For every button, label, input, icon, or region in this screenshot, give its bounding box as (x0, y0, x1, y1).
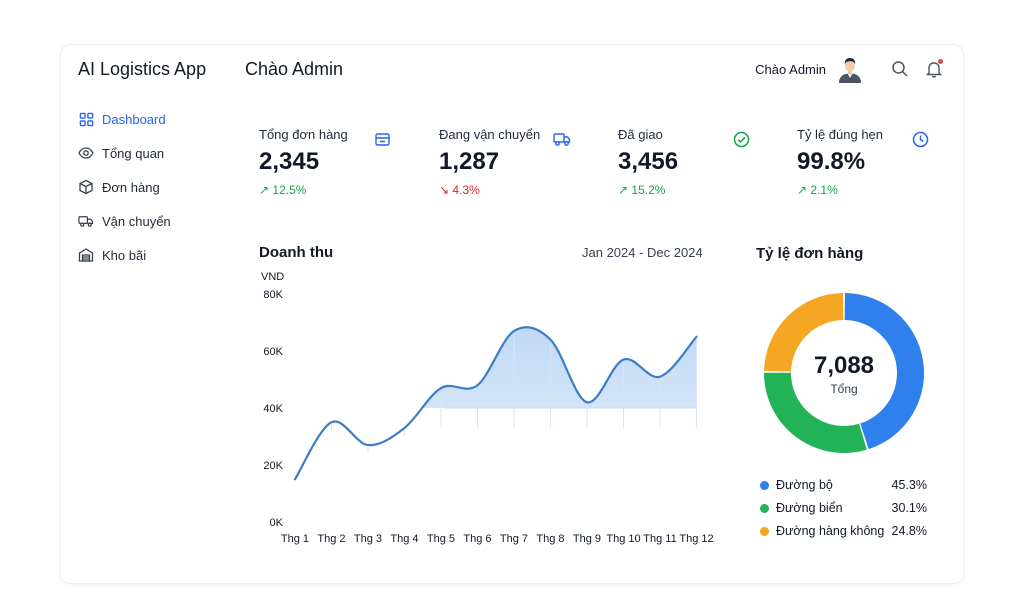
sidebar-item-label: Tổng quan (102, 145, 165, 161)
legend-value: 45.3% (891, 478, 927, 492)
sidebar-item-overview[interactable]: Tổng quan (78, 142, 228, 164)
kpi-label: Đã giao (618, 127, 663, 142)
legend-value: 24.8% (891, 524, 927, 538)
sidebar-item-label: Đơn hàng (102, 179, 160, 195)
kpi-label: Tỷ lệ đúng hẹn (797, 127, 884, 142)
donut-slice (764, 293, 844, 372)
truck-icon (78, 213, 94, 229)
legend-item: Đường biển 30.1% (760, 500, 930, 523)
sidebar-item-label: Kho bãi (102, 247, 147, 263)
legend-item: Đường bộ 45.3% (760, 477, 930, 500)
kpi-change: ↗ 15.2% (618, 183, 666, 197)
kpi-value: 99.8% (797, 148, 866, 175)
legend-name: Đường hàng không (776, 524, 885, 538)
donut-total-value: 7,088 (813, 352, 875, 379)
x-tick-label: Thg 12 (679, 533, 713, 545)
legend-dot (760, 527, 769, 536)
search-icon (892, 61, 908, 77)
sidebar-item-shipping[interactable]: Vận chuyển (78, 210, 228, 232)
eye-icon (78, 145, 94, 161)
legend-item: Đường hàng không 24.8% (760, 523, 930, 546)
header-actions: Chào Admin (755, 54, 944, 84)
kpi-card-total-orders: Tổng đơn hàng 2,345 ↗ 12.5% (245, 118, 415, 213)
kpi-card-in-transit: Đang vận chuyển 1,287 ↘ 4.3% (425, 118, 595, 213)
sidebar-item-label: Vận chuyển (102, 213, 171, 229)
donut-slice (844, 293, 924, 450)
x-tick-label: Thg 5 (427, 533, 455, 545)
kpi-label: Đang vận chuyển (439, 127, 541, 142)
revenue-line-chart: VND 0K 20K 40K 60K 80K Thg 1 Thg 2 Thg 3 Thg 4 Thg… (261, 271, 714, 545)
kpi-change: ↘ 4.3% (439, 183, 480, 197)
donut-legend: Đường bộ 45.3% Đường biển 30.1% Đường hà… (760, 477, 930, 546)
notification-badge (938, 59, 943, 64)
revenue-area (295, 327, 697, 408)
legend-dot (760, 504, 769, 513)
y-tick-label: 60K (263, 346, 283, 358)
sidebar-item-orders[interactable]: Đơn hàng (78, 176, 228, 198)
date-range[interactable]: Jan 2024 - Dec 2024 (582, 245, 703, 260)
box-icon (78, 179, 94, 195)
x-tick-label: Thg 6 (463, 533, 491, 545)
warehouse-icon (78, 247, 94, 263)
y-tick-label: 80K (263, 289, 283, 301)
notifications-button[interactable] (924, 59, 944, 79)
legend-value: 30.1% (891, 501, 927, 515)
x-tick-label: Thg 7 (500, 533, 528, 545)
kpi-card-on-time-rate: Tỷ lệ đúng hẹn 99.8% ↗ 2.1% (783, 118, 953, 213)
kpi-change: ↗ 12.5% (259, 183, 307, 197)
sidebar-item-dashboard[interactable]: Dashboard (78, 108, 228, 130)
package-icon (373, 130, 391, 148)
avatar[interactable] (836, 55, 864, 83)
dashboard-icon (78, 111, 94, 127)
clock-icon (911, 130, 929, 148)
x-tick-label: Thg 11 (643, 533, 676, 545)
donut-slice (764, 372, 867, 453)
bell-icon (925, 62, 943, 78)
order-share-donut-chart (764, 293, 924, 453)
user-name: Chào Admin (755, 61, 826, 77)
kpi-label: Tổng đơn hàng (259, 127, 348, 142)
x-tick-label: Thg 1 (281, 533, 309, 545)
legend-dot (760, 481, 769, 490)
y-tick-label: 40K (263, 403, 283, 415)
legend-name: Đường bộ (776, 478, 833, 492)
x-tick-label: Thg 10 (606, 533, 640, 545)
donut-total-label: Tổng (830, 382, 858, 396)
sidebar: Dashboard Tổng quan Đơn hàng Vận ch (78, 108, 228, 278)
check-circle-icon (732, 130, 750, 148)
kpi-change: ↗ 2.1% (797, 183, 838, 197)
kpi-value: 2,345 (259, 148, 320, 175)
y-axis-label: VND (261, 271, 284, 283)
kpi-value: 3,456 (618, 148, 679, 175)
search-button[interactable] (890, 59, 910, 79)
kpi-row: Tổng đơn hàng 2,345 ↗ 12.5% Đang vận chu… (245, 118, 940, 213)
sidebar-item-warehouse[interactable]: Kho bãi (78, 244, 228, 266)
sidebar-item-label: Dashboard (102, 111, 166, 127)
x-tick-label: Thg 8 (536, 533, 564, 545)
order-share-title: Tỷ lệ đơn hàng (756, 245, 864, 262)
app-title: AI Logistics App (78, 59, 207, 79)
x-tick-label: Thg 4 (390, 533, 418, 545)
x-tick-label: Thg 3 (354, 533, 382, 545)
kpi-value: 1,287 (439, 148, 500, 175)
revenue-line (293, 326, 698, 481)
x-tick-label: Thg 2 (317, 533, 345, 545)
kpi-card-delivered: Đã giao 3,456 ↗ 15.2% (604, 118, 774, 213)
revenue-chart-title: Doanh thu (259, 244, 334, 261)
y-tick-label: 20K (263, 460, 283, 472)
y-tick-label: 0K (270, 517, 284, 529)
truck-icon (553, 130, 571, 148)
legend-name: Đường biển (776, 501, 843, 515)
page-title: Chào Admin (245, 59, 344, 79)
x-tick-label: Thg 9 (573, 533, 601, 545)
